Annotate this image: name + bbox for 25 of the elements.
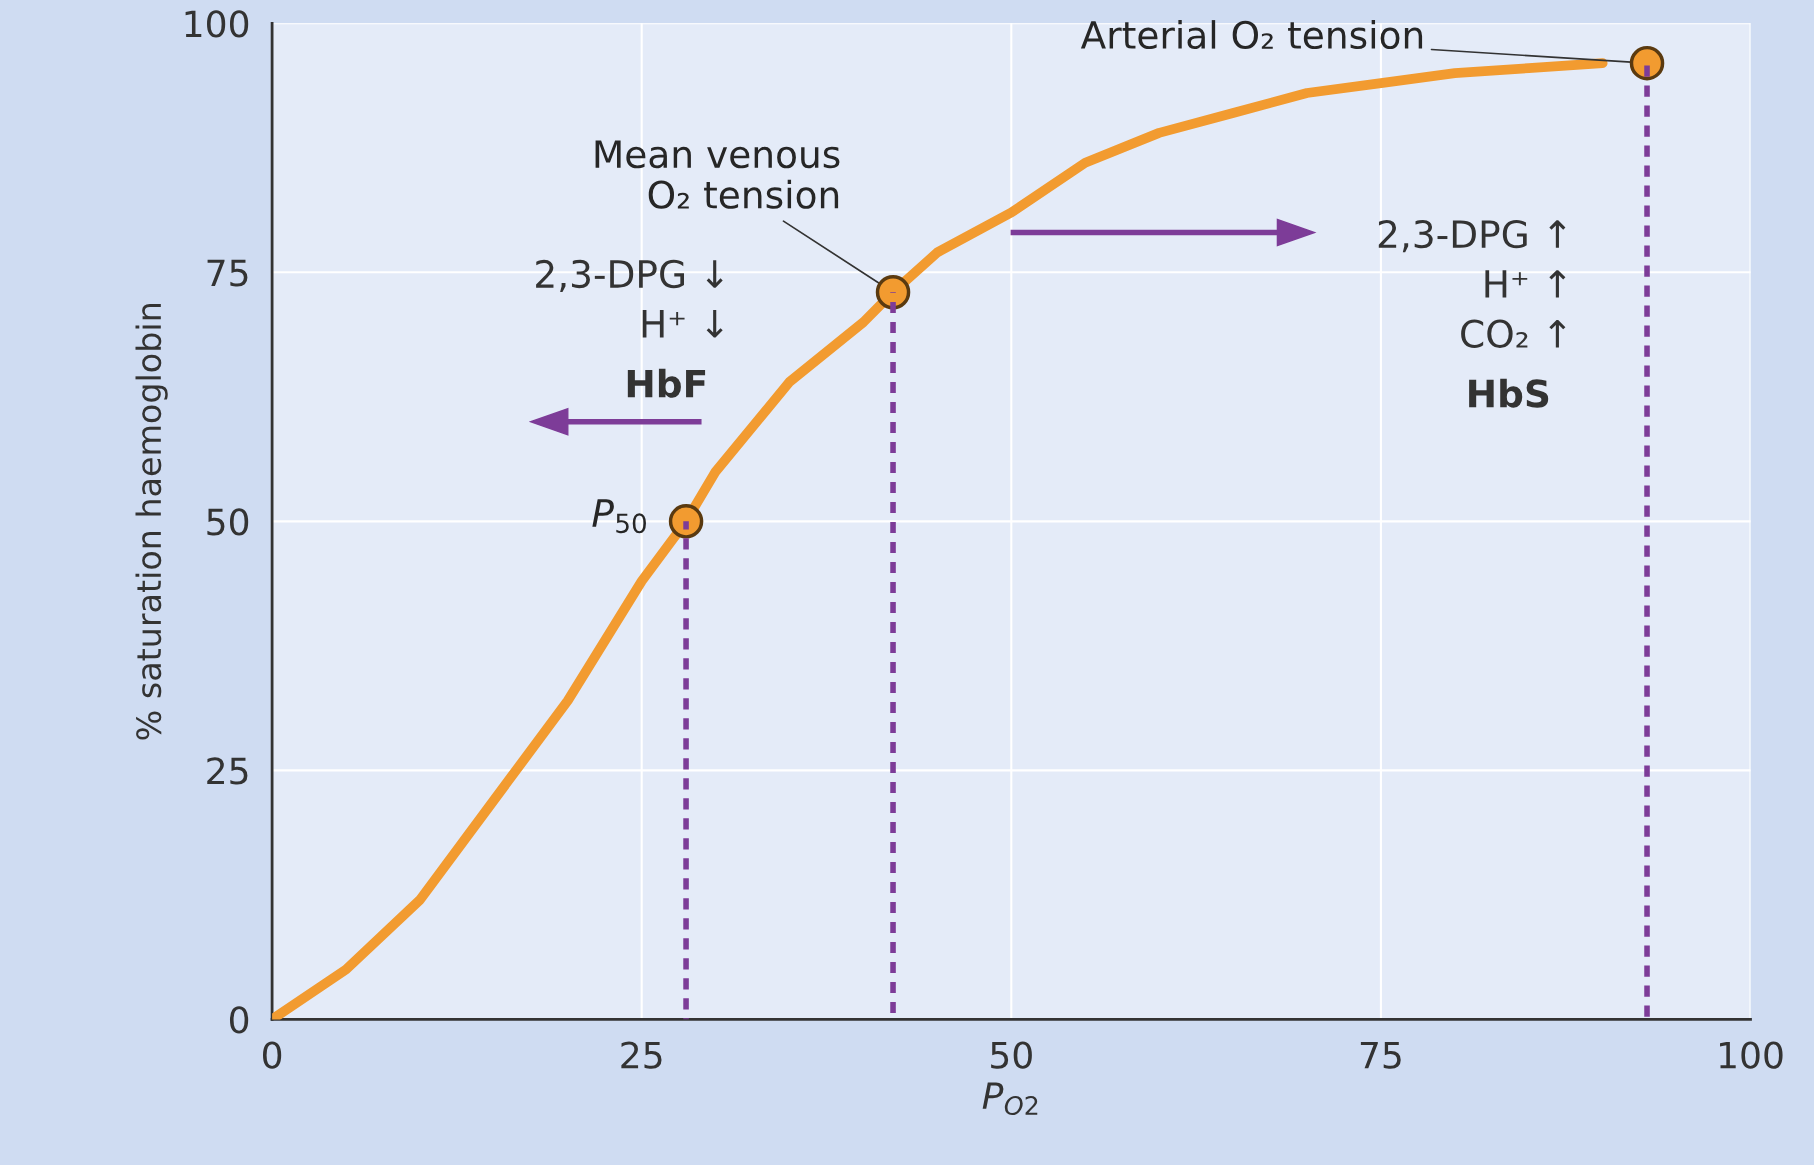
x-tick-label: 50 xyxy=(991,1041,1032,1069)
y-tick-label: 100 xyxy=(185,10,249,38)
annotation: H⁺ ↓ xyxy=(642,310,723,338)
x-axis-title: P$_{O2}$ xyxy=(982,1082,1038,1116)
y-axis-title: % saturation haemoglobin xyxy=(135,304,168,740)
annotation: P$_{50}$ xyxy=(592,499,646,534)
annotation: H⁺ ↑ xyxy=(1485,270,1566,298)
y-tick-label: 75 xyxy=(207,259,248,287)
point xyxy=(668,504,704,539)
annotation: 2,3-DPG ↑ xyxy=(1378,219,1566,253)
x-tick-label: 75 xyxy=(1360,1042,1401,1069)
y-tick-label: 0 xyxy=(229,1006,249,1034)
y-tick-label: 25 xyxy=(207,757,248,785)
annotation: HbS xyxy=(1469,378,1549,408)
annotation: Mean venous O₂ tension xyxy=(595,140,840,209)
point xyxy=(875,274,911,310)
y-tick-label: 50 xyxy=(207,508,249,536)
annotation: Arterial O₂ tension xyxy=(1080,20,1423,50)
annotation: CO₂ ↑ xyxy=(1461,319,1566,348)
x-tick-label: 0 xyxy=(262,1041,282,1069)
annotation: HbF xyxy=(627,368,706,398)
annotation: 2,3-DPG ↓ xyxy=(536,259,723,293)
x-tick-label: 100 xyxy=(1720,1041,1783,1069)
x-tick-label: 25 xyxy=(621,1041,662,1069)
point xyxy=(1629,45,1665,81)
